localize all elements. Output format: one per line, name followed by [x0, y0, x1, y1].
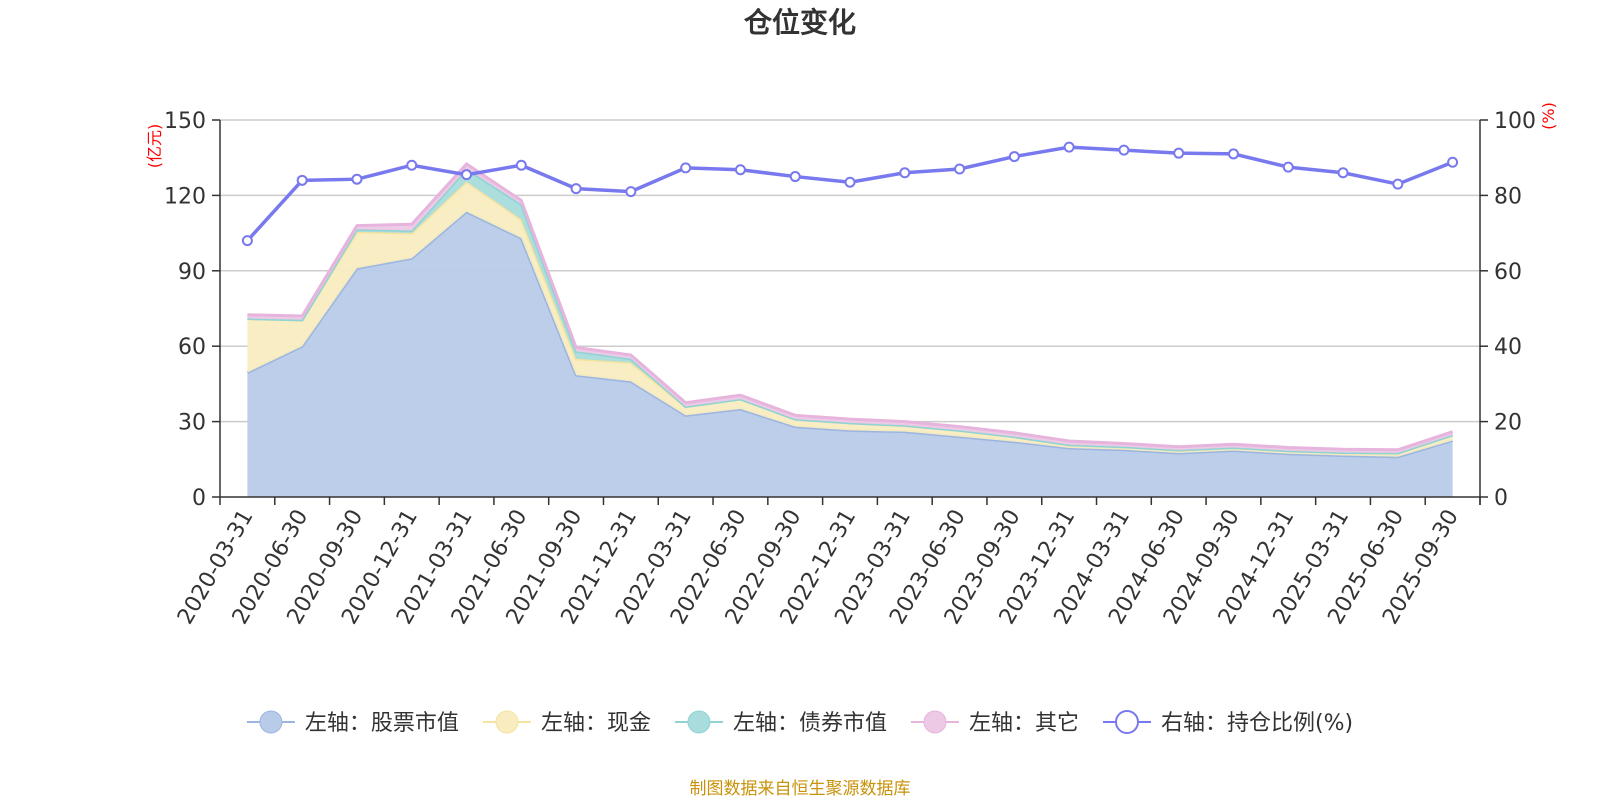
ratio-point	[1447, 156, 1459, 168]
legend-item[interactable]: 左轴：债券市值	[674, 710, 887, 736]
ratio-point	[515, 159, 527, 171]
ratio-point	[1282, 161, 1294, 173]
ratio-point	[406, 159, 418, 171]
left-axis-unit: (亿元)	[145, 124, 164, 169]
legend-label: 右轴：持仓比例(%)	[1161, 711, 1353, 736]
legend-label: 左轴：现金	[541, 711, 651, 736]
right-tick-label: 20	[1494, 411, 1522, 436]
ratio-point	[734, 164, 746, 176]
legend-item[interactable]: 右轴：持仓比例(%)	[1102, 710, 1353, 736]
legend-item[interactable]: 左轴：现金	[482, 710, 651, 736]
legend-marker	[923, 710, 947, 734]
left-tick-label: 60	[178, 335, 206, 360]
ratio-point	[461, 169, 473, 181]
legend-marker	[1114, 710, 1139, 734]
area-series-group	[246, 162, 1454, 497]
ratio-point	[844, 176, 856, 188]
legend-marker	[687, 710, 711, 734]
right-tick-label: 100	[1494, 109, 1536, 134]
legend-item[interactable]: 左轴：股票市值	[246, 710, 459, 736]
ratio-point	[570, 183, 582, 195]
legend-label: 左轴：其它	[969, 711, 1079, 736]
right-tick-label: 0	[1494, 486, 1508, 511]
right-tick-label: 40	[1494, 335, 1522, 360]
ratio-point	[241, 235, 253, 247]
ratio-point	[1173, 147, 1185, 159]
ratio-point	[1118, 144, 1130, 156]
legend[interactable]: 左轴：股票市值 左轴：现金 左轴：债券市值 左轴：其它 右轴：持仓比例(%)	[246, 710, 1353, 736]
area-edge-line	[247, 162, 1454, 452]
ratio-point	[1063, 141, 1075, 153]
chart-title: 仓位变化	[744, 6, 856, 39]
ratio-point	[1392, 178, 1404, 190]
ratio-point	[625, 186, 637, 198]
left-tick-label: 150	[164, 109, 206, 134]
ratio-point	[954, 163, 966, 175]
legend-item[interactable]: 左轴：其它	[910, 710, 1079, 736]
right-axis-unit: (%)	[1539, 102, 1558, 130]
ratio-point	[1008, 151, 1020, 163]
ratio-point	[680, 162, 692, 174]
right-tick-label: 80	[1494, 184, 1522, 209]
legend-marker	[495, 710, 519, 734]
ratio-point	[899, 167, 911, 179]
ratio-point	[351, 173, 363, 185]
source-note: 制图数据来自恒生聚源数据库	[690, 779, 911, 799]
left-tick-label: 120	[164, 184, 206, 209]
left-tick-label: 90	[178, 260, 206, 285]
left-tick-label: 0	[192, 486, 206, 511]
ratio-point	[789, 171, 801, 183]
legend-label: 左轴：债券市值	[733, 711, 887, 736]
ratio-point	[1227, 148, 1239, 160]
ratio-point	[296, 174, 308, 186]
legend-label: 左轴：股票市值	[305, 711, 459, 736]
ratio-point	[1337, 167, 1349, 179]
area-fill	[247, 211, 1453, 497]
left-tick-label: 30	[178, 411, 206, 436]
legend-marker	[259, 710, 283, 734]
right-tick-label: 60	[1494, 260, 1522, 285]
ratio-line-group	[241, 141, 1459, 247]
